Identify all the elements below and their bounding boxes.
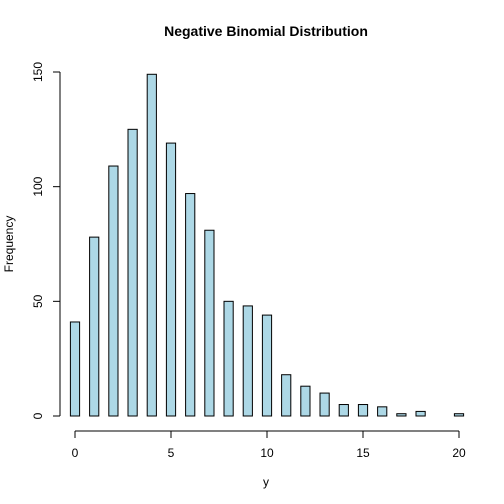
bars: [69, 73, 465, 417]
x-tick-label: 5: [168, 446, 175, 460]
y-tick-label: 50: [31, 294, 45, 308]
y-tick-label: 150: [31, 62, 45, 82]
x-axis: 0 5 10 15 20: [72, 430, 466, 460]
y-tick-label: 100: [31, 176, 45, 196]
bar-y-0: [69, 321, 81, 417]
bar-y-9: [242, 305, 253, 417]
x-axis-label: y: [263, 475, 269, 489]
y-axis-label: Frequency: [2, 216, 16, 273]
bar-y-15: [357, 404, 369, 417]
bar-y-2: [108, 165, 119, 417]
x-tick-label: 15: [356, 446, 370, 460]
bar-y-3: [127, 128, 138, 417]
bar-y-10: [261, 314, 273, 417]
bar-y-17: [396, 413, 407, 417]
y-tick-label: 0: [31, 412, 45, 419]
y-axis: 0 50 100 150: [31, 62, 61, 419]
bar-y-5: [165, 142, 177, 417]
bar-y-18: [415, 410, 426, 417]
bar-y-16: [377, 406, 388, 417]
bar-y-7: [204, 229, 215, 417]
bar-y-12: [300, 385, 311, 417]
bar-y-20: [453, 413, 465, 417]
bar-y-8: [223, 300, 234, 417]
bar-y-6: [185, 193, 196, 417]
bar-y-11: [281, 374, 292, 417]
bar-y-13: [319, 392, 330, 417]
x-tick-label: 20: [452, 446, 466, 460]
bar-y-1: [89, 236, 100, 417]
bar-y-4: [146, 73, 157, 417]
bar-y-14: [338, 404, 349, 417]
chart-title: Negative Binomial Distribution: [164, 23, 368, 39]
x-tick-label: 0: [72, 446, 79, 460]
x-tick-label: 10: [260, 446, 274, 460]
